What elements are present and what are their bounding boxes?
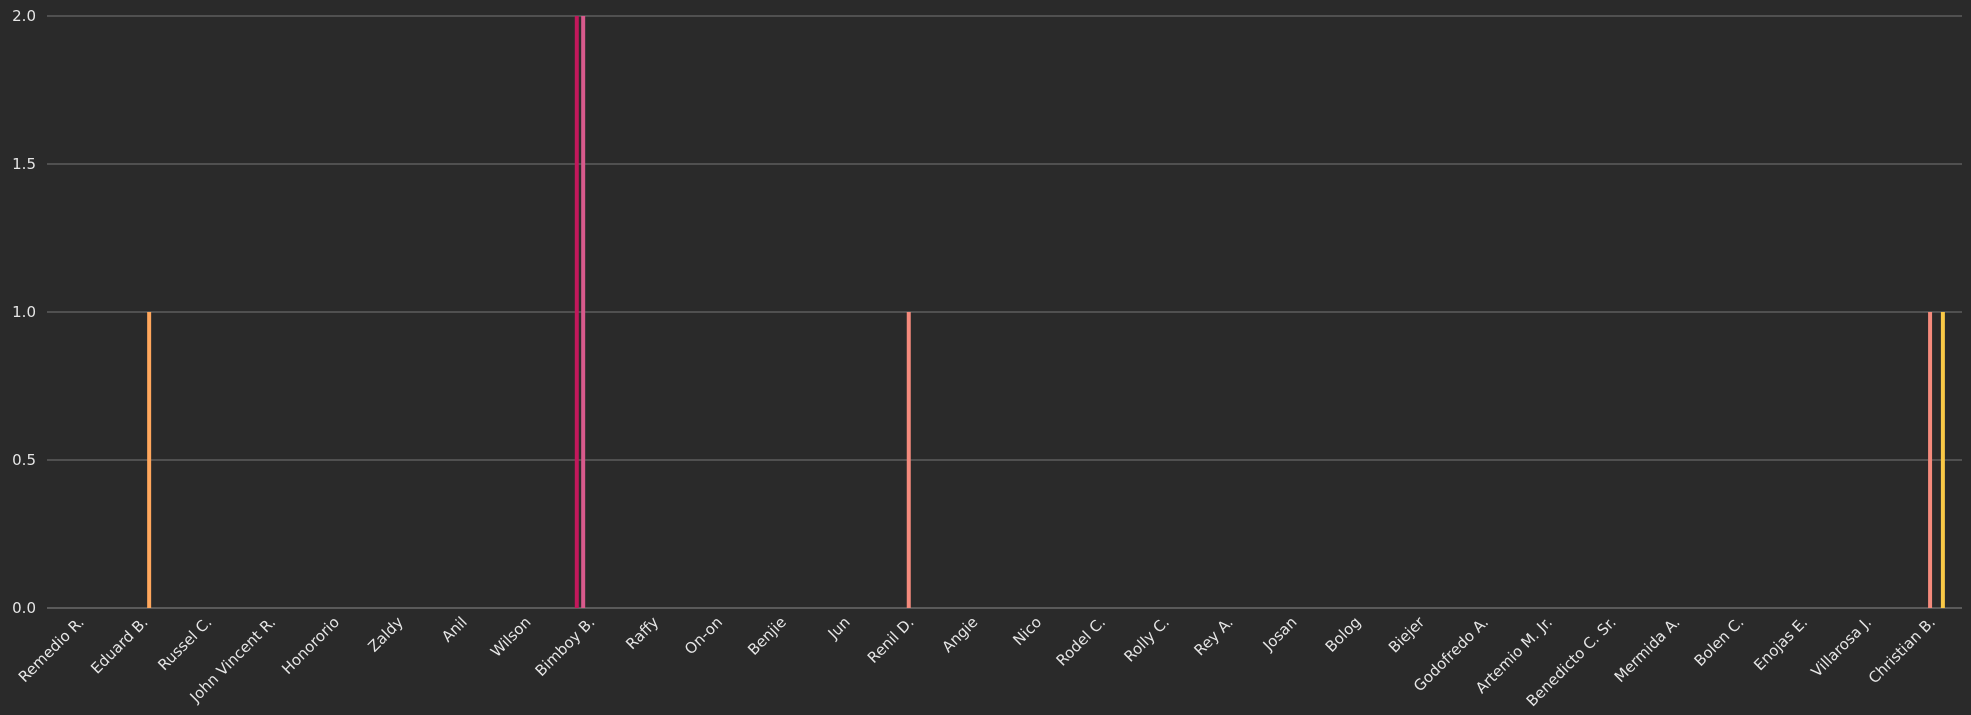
y-tick-label: 0.0 <box>12 599 36 617</box>
x-tick-label: Russel C. <box>154 613 215 674</box>
x-tick-label: Bimboy B. <box>532 613 599 680</box>
x-axis-ticks: Remedio R. Eduard B. Russel C.John Vincent… <box>15 613 1939 711</box>
x-tick-label: Rolly C. <box>1120 613 1172 665</box>
x-tick-label: Bolog <box>1322 613 1365 656</box>
bars <box>147 16 1945 608</box>
y-tick-label: 0.5 <box>12 451 36 469</box>
x-tick-label: Biejer <box>1385 613 1429 657</box>
x-tick-label: Honororio <box>278 613 343 678</box>
x-tick-label: On-on <box>681 613 726 658</box>
y-tick-label: 2.0 <box>12 7 36 25</box>
x-tick-label: Bolen C. <box>1691 613 1748 670</box>
grid-lines <box>47 15 1962 609</box>
y-tick-label: 1.0 <box>12 303 36 321</box>
x-tick-label: Zaldy <box>364 613 407 656</box>
bar <box>147 312 152 608</box>
y-tick-label: 1.5 <box>12 155 36 173</box>
x-tick-label: Anil <box>438 613 471 646</box>
x-tick-label: Eduard B. <box>87 613 151 677</box>
bar <box>581 16 586 608</box>
x-tick-label: Remedio R. <box>15 613 88 686</box>
x-tick-label: Nico <box>1009 613 1045 649</box>
x-tick-label: Jun <box>824 613 854 643</box>
x-tick-label: Angie <box>938 613 981 656</box>
bar <box>1940 312 1945 608</box>
x-tick-label: Raffy <box>622 613 662 653</box>
y-axis-ticks: 0.0 0.5 1.0 1.5 2.0 <box>12 7 36 617</box>
bar <box>906 312 911 608</box>
x-tick-label: Villarosa J. <box>1807 613 1875 681</box>
bar <box>1928 312 1933 608</box>
bar <box>574 16 579 608</box>
x-tick-label: Wilson <box>487 613 535 661</box>
x-tick-label: Rodel C. <box>1053 613 1109 669</box>
x-tick-label: Benjie <box>744 613 790 659</box>
x-tick-label: Josan <box>1259 613 1301 655</box>
x-tick-label: Christian B. <box>1865 613 1939 687</box>
x-tick-label: Renil D. <box>864 613 918 667</box>
x-tick-label: Mermida A. <box>1611 613 1684 686</box>
x-tick-label: Rey A. <box>1191 613 1237 659</box>
x-tick-label: Enojas E. <box>1750 613 1811 674</box>
